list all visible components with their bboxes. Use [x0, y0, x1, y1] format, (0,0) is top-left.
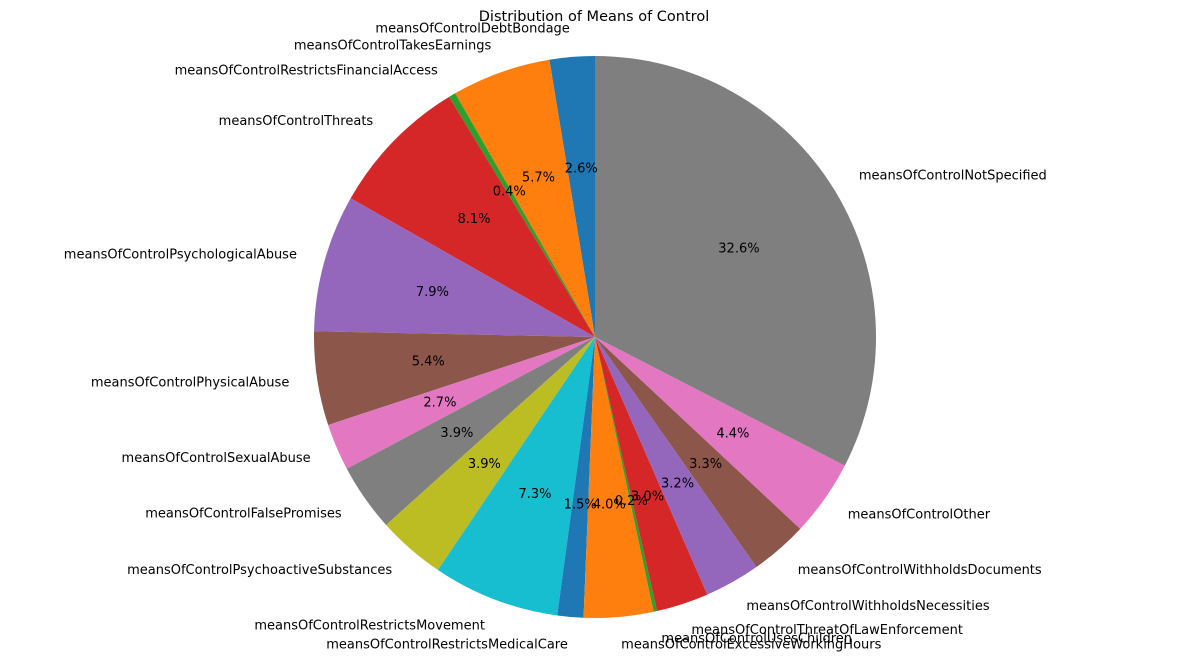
slice-label: meansOfControlPsychoactiveSubstances — [127, 563, 392, 578]
slice-percent-label: 2.6% — [565, 161, 598, 176]
slice-label: meansOfControlThreatOfLawEnforcement — [691, 623, 963, 638]
slice-percent-label: 4.4% — [716, 427, 749, 442]
pie-slice — [455, 59, 595, 337]
slice-percent-label: 3.2% — [661, 477, 694, 492]
pie-slice — [449, 93, 595, 337]
pie-slice — [583, 337, 654, 619]
pie-slice — [328, 337, 595, 469]
slice-percent-label: 0.2% — [615, 494, 648, 509]
slice-label: meansOfControlThreats — [219, 114, 374, 129]
slice-percent-label: 3.3% — [689, 457, 722, 472]
slice-percent-label: 1.5% — [564, 497, 597, 512]
slice-label: meansOfControlSexualAbuse — [122, 451, 311, 466]
pie-slice — [346, 337, 595, 525]
slice-percent-label: 4.0% — [593, 498, 626, 513]
slice-percent-label: 0.4% — [493, 184, 526, 199]
slice-percent-label: 7.9% — [416, 285, 449, 300]
pie-slice — [595, 337, 845, 529]
pie-slice — [314, 331, 595, 426]
slice-percent-label: 5.7% — [522, 171, 555, 186]
slice-label: meansOfControlWithholdsNecessities — [746, 599, 990, 614]
pie-slice — [549, 56, 595, 337]
slice-percent-label: 3.9% — [440, 426, 473, 441]
slice-percent-label: 3.9% — [468, 457, 501, 472]
pie-slice — [350, 96, 595, 338]
slice-percent-label: 3.0% — [631, 490, 664, 505]
pie-slice — [595, 56, 876, 466]
slice-label: meansOfControlRestrictsFinancialAccess — [175, 63, 438, 78]
pie-slice — [595, 337, 757, 595]
pie-slice — [595, 337, 801, 567]
slice-label: meansOfControlRestrictsMedicalCare — [326, 637, 568, 652]
slice-label: meansOfControlDebtBondage — [375, 21, 569, 36]
pie-slice — [557, 337, 595, 618]
slice-label: meansOfControlRestrictsMovement — [254, 618, 485, 633]
slice-percent-label: 7.3% — [518, 487, 551, 502]
slice-label: meansOfControlPsychologicalAbuse — [64, 248, 297, 263]
slice-label: meansOfControlPhysicalAbuse — [91, 375, 289, 390]
slice-label: meansOfControlOther — [848, 507, 991, 522]
slice-percent-label: 8.1% — [458, 212, 491, 227]
slice-label: meansOfControlExcessiveWorkingHours — [621, 637, 881, 652]
slice-labels: meansOfControlDebtBondage meansOfControlT… — [64, 21, 1047, 652]
slice-label: meansOfControlTakesEarnings — [294, 38, 492, 53]
pie-slice — [386, 337, 595, 570]
slice-label: meansOfControlUsesChildren — [661, 631, 852, 646]
slice-label: meansOfControlFalsePromises — [145, 507, 342, 522]
pie-slice — [595, 337, 658, 612]
pie-slice — [314, 198, 595, 337]
slice-percent-label: 2.7% — [423, 396, 456, 411]
pie-slices — [314, 56, 876, 619]
chart-title: Distribution of Means of Control — [479, 9, 709, 25]
pie-slice — [437, 337, 595, 616]
pie-slice — [595, 337, 708, 612]
percent-labels: 2.6% 5.7%0.4%8.1% 7.9% 5.4% 2.7% 3.9% 3.9% 7.3%… — [412, 161, 760, 512]
slice-percent-label: 32.6% — [718, 242, 759, 257]
slice-label: meansOfControlWithholdsDocuments — [798, 563, 1042, 578]
slice-label: meansOfControlNotSpecified — [859, 169, 1047, 184]
slice-percent-label: 5.4% — [412, 355, 445, 370]
